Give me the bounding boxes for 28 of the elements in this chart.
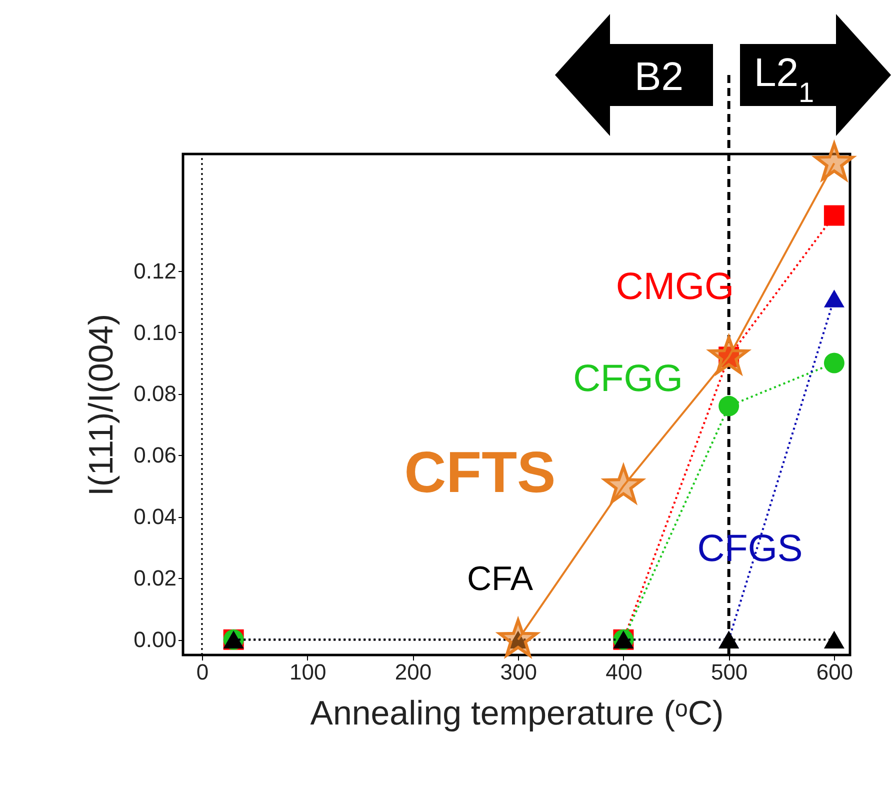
x-tick-label: 400	[606, 660, 642, 684]
series-label: CFA	[466, 560, 534, 598]
x-tick-label: 200	[394, 660, 432, 684]
y-tick-label: 0.12	[134, 258, 176, 284]
x-tick-label: 100	[289, 660, 326, 684]
point	[824, 290, 844, 308]
x-axis-title: Annealing temperature (ᵒC)	[310, 694, 724, 732]
point	[824, 630, 844, 649]
x-tick-label: 600	[816, 660, 854, 684]
point	[824, 205, 844, 226]
series-label: CFGG	[573, 358, 683, 400]
point	[718, 396, 740, 416]
x-tick-label: 300	[500, 660, 537, 684]
y-tick-label: 0.00	[134, 627, 176, 652]
x-tick-label: 500	[710, 660, 748, 684]
y-tick-label: 0.10	[134, 320, 176, 345]
x-tick-label: 0	[196, 660, 209, 684]
point	[824, 352, 844, 374]
y-tick-label: 0.04	[134, 504, 176, 530]
y-tick-label: 0.08	[134, 381, 176, 406]
y-tick-label: 0.02	[134, 566, 176, 591]
y-axis-title: I(111)/I(004)	[82, 314, 121, 496]
series-label: CFTS	[404, 440, 556, 505]
series-label: CMGG	[616, 266, 734, 308]
right-arrow: L2$_{1}$	[740, 14, 892, 136]
left-arrow: B2	[555, 14, 715, 136]
y-tick-label: 0.06	[134, 442, 176, 468]
series-label: CFGS	[697, 528, 803, 570]
